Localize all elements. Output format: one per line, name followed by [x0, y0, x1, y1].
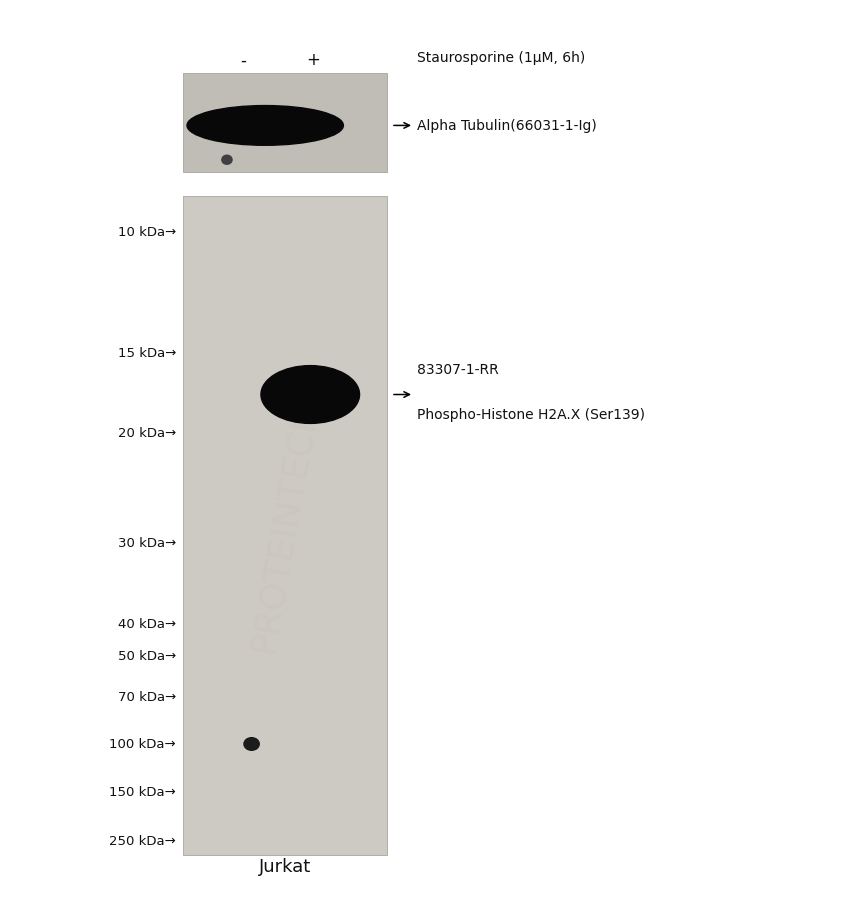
Bar: [183, 197, 387, 855]
Text: 10 kDa→: 10 kDa→: [117, 226, 176, 239]
Text: 15 kDa→: 15 kDa→: [117, 347, 176, 360]
Text: 150 kDa→: 150 kDa→: [109, 786, 176, 798]
Text: Staurosporine (1μM, 6h): Staurosporine (1μM, 6h): [417, 51, 586, 66]
Ellipse shape: [244, 738, 259, 750]
Ellipse shape: [261, 366, 360, 424]
Text: -: -: [241, 51, 246, 69]
Text: 250 kDa→: 250 kDa→: [109, 834, 176, 847]
Text: Phospho-Histone H2A.X (Ser139): Phospho-Histone H2A.X (Ser139): [417, 408, 645, 422]
Ellipse shape: [187, 106, 343, 146]
Ellipse shape: [222, 156, 232, 165]
Bar: [183, 74, 387, 173]
Text: 70 kDa→: 70 kDa→: [117, 690, 176, 703]
Text: 83307-1-RR: 83307-1-RR: [417, 363, 499, 377]
Text: 50 kDa→: 50 kDa→: [117, 649, 176, 662]
Text: 30 kDa→: 30 kDa→: [117, 537, 176, 549]
Text: 40 kDa→: 40 kDa→: [118, 618, 176, 630]
Text: PROTEINTECH: PROTEINTECH: [246, 398, 324, 654]
Text: 20 kDa→: 20 kDa→: [117, 427, 176, 439]
Text: 100 kDa→: 100 kDa→: [110, 738, 176, 750]
Text: Alpha Tubulin(66031-1-Ig): Alpha Tubulin(66031-1-Ig): [417, 119, 597, 133]
Text: +: +: [306, 51, 320, 69]
Text: Jurkat: Jurkat: [258, 857, 311, 875]
